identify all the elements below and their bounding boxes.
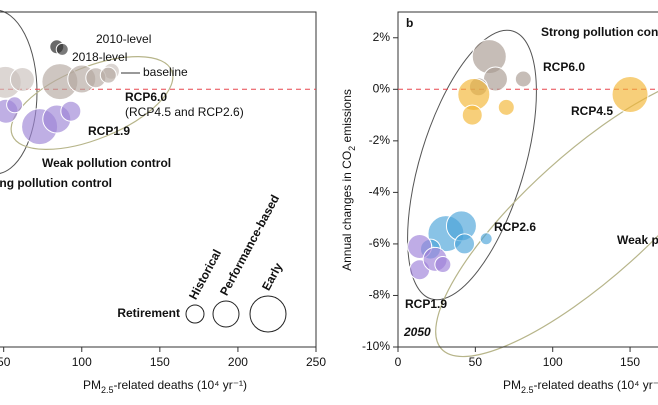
y-tick-label: -10% <box>362 339 390 353</box>
strong-ellipse <box>407 29 537 301</box>
x-tick-label: 100 <box>72 355 92 369</box>
y-axis-label-sub: 2 <box>347 146 357 151</box>
bubble <box>9 67 35 93</box>
bubble <box>611 75 649 113</box>
legend-circle <box>212 300 240 328</box>
series-label: RCP1.9 <box>88 124 130 138</box>
bubble <box>55 42 69 56</box>
x-tick-label: 150 <box>620 355 640 369</box>
weak-ellipse <box>435 72 658 358</box>
bubble <box>434 256 452 274</box>
series-label: baseline <box>143 65 188 79</box>
series-label: RCP1.9 <box>405 297 447 311</box>
legend-circle <box>249 295 287 333</box>
x-axis-label-rest: -related deaths (10⁴ yr⁻¹) <box>113 378 247 392</box>
x-tick-label: 200 <box>228 355 248 369</box>
panel-label: b <box>406 16 413 30</box>
y-axis-label-rest: emissions <box>340 89 354 146</box>
y-axis-label: Annual changes in CO2 emissions <box>340 89 357 271</box>
x-axis-label: PM2.5-related deaths (10⁴ yr⁻¹) <box>83 378 247 395</box>
x-tick-label: 0 <box>395 355 402 369</box>
x-axis-label-main: PM <box>83 378 101 392</box>
series-label: 2010-level <box>96 32 151 46</box>
legend-title: Retirement <box>117 306 180 320</box>
series-label: RCP6.0 <box>543 60 585 74</box>
x-axis-label: PM2.5-related deaths (10⁴ yr⁻¹) <box>503 378 658 395</box>
x-tick-label: 50 <box>469 355 483 369</box>
x-axis-label-main: PM <box>503 378 521 392</box>
x-axis-label-rest: -related deaths (10⁴ yr⁻¹) <box>533 378 658 392</box>
bubble <box>479 232 493 246</box>
x-tick-label: 100 <box>543 355 563 369</box>
legend-circle <box>185 304 205 324</box>
annotation: (RCP4.5 and RCP2.6) <box>125 105 244 119</box>
bubble <box>6 96 24 114</box>
y-tick-label: 0% <box>373 81 391 95</box>
annotation: Weak pollution control <box>42 156 171 170</box>
bubble <box>60 100 82 122</box>
bubble <box>497 98 515 116</box>
bubble <box>461 104 483 126</box>
x-tick-label: 150 <box>150 355 170 369</box>
y-tick-label: -2% <box>369 133 391 147</box>
y-axis-label-main: Annual changes in CO <box>340 151 354 271</box>
series-label: 2018-level <box>72 50 127 64</box>
annotation: Strong pollution control <box>541 25 658 39</box>
series-label: RCP2.6 <box>494 220 536 234</box>
x-tick-label: 50 <box>0 355 11 369</box>
annotation: Weak pollution control <box>617 233 658 247</box>
bubble <box>454 233 476 255</box>
annotation: Strong pollution control <box>0 176 112 190</box>
plot-frame <box>397 11 658 348</box>
x-tick-label: 250 <box>306 355 326 369</box>
y-tick-label: -6% <box>369 236 391 250</box>
bubble <box>514 70 532 88</box>
series-label: RCP4.5 <box>571 104 613 118</box>
x-axis-label-sub: 2.5 <box>101 385 114 395</box>
annotation: 2050 <box>403 325 431 339</box>
series-label: RCP6.0 <box>125 90 167 104</box>
y-tick-label: -8% <box>369 288 391 302</box>
x-axis-label-sub: 2.5 <box>521 385 534 395</box>
y-tick-label: 2% <box>373 30 391 44</box>
plot-frame <box>0 11 317 348</box>
y-tick-label: -4% <box>369 185 391 199</box>
bubble <box>99 66 117 84</box>
